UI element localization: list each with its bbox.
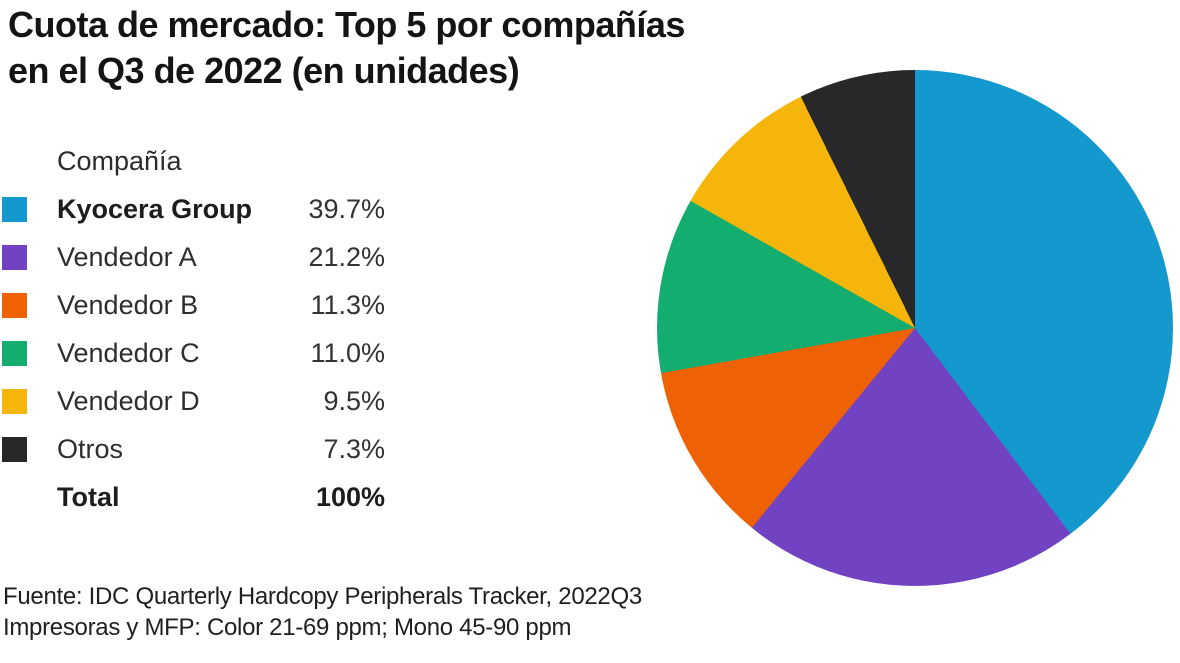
- legend-value-otros: 7.3%: [323, 433, 385, 464]
- legend-label-vendedor-d: Vendedor D: [57, 385, 200, 416]
- legend-label-vendedor-b: Vendedor B: [57, 289, 199, 320]
- legend-swatch-vendedor-b: [2, 292, 27, 318]
- legend-label-vendedor-c: Vendedor C: [57, 337, 200, 368]
- legend-value-kyocera-group: 39.7%: [308, 193, 385, 224]
- legend: Compañía Kyocera Group 39.7% Vendedor A …: [2, 137, 385, 521]
- legend-swatch-vendedor-a: [2, 244, 27, 270]
- pie-chart: [657, 70, 1173, 586]
- legend-row-total: Total 100%: [2, 473, 385, 521]
- source-note-line-2: Impresoras y MFP: Color 21-69 ppm; Mono …: [3, 614, 572, 641]
- legend-value-vendedor-a: 21.2%: [308, 241, 385, 272]
- legend-row-vendedor-c: Vendedor C 11.0%: [2, 329, 385, 377]
- legend-swatch-kyocera-group: [2, 196, 27, 222]
- legend-row-vendedor-b: Vendedor B 11.3%: [2, 281, 385, 329]
- legend-label-otros: Otros: [57, 433, 124, 464]
- legend-swatch-otros: [2, 436, 27, 462]
- legend-row-vendedor-d: Vendedor D 9.5%: [2, 377, 385, 425]
- legend-label-total: Total: [57, 481, 120, 512]
- legend-value-total: 100%: [315, 481, 385, 512]
- legend-value-vendedor-c: 11.0%: [310, 337, 385, 368]
- legend-header-label: Compañía: [57, 145, 182, 176]
- legend-label-vendedor-a: Vendedor A: [57, 241, 197, 272]
- page-title: Cuota de mercado: Top 5 por compañías en…: [8, 2, 685, 94]
- chart-title-line-2: en el Q3 de 2022 (en unidades): [8, 50, 520, 91]
- legend-value-vendedor-b: 11.3%: [310, 289, 385, 320]
- source-note: Fuente: IDC Quarterly Hardcopy Periphera…: [3, 581, 642, 643]
- legend-row-otros: Otros 7.3%: [2, 425, 385, 473]
- legend-swatch-vendedor-d: [2, 388, 27, 414]
- legend-label-kyocera-group: Kyocera Group: [57, 193, 253, 224]
- source-note-line-1: Fuente: IDC Quarterly Hardcopy Periphera…: [3, 583, 642, 610]
- chart-title-line-1: Cuota de mercado: Top 5 por compañías: [8, 4, 685, 45]
- legend-swatch-vendedor-c: [2, 340, 27, 366]
- legend-header-row: Compañía: [2, 137, 385, 185]
- legend-value-vendedor-d: 9.5%: [323, 385, 385, 416]
- legend-row-vendedor-a: Vendedor A 21.2%: [2, 233, 385, 281]
- legend-row-kyocera-group: Kyocera Group 39.7%: [2, 185, 385, 233]
